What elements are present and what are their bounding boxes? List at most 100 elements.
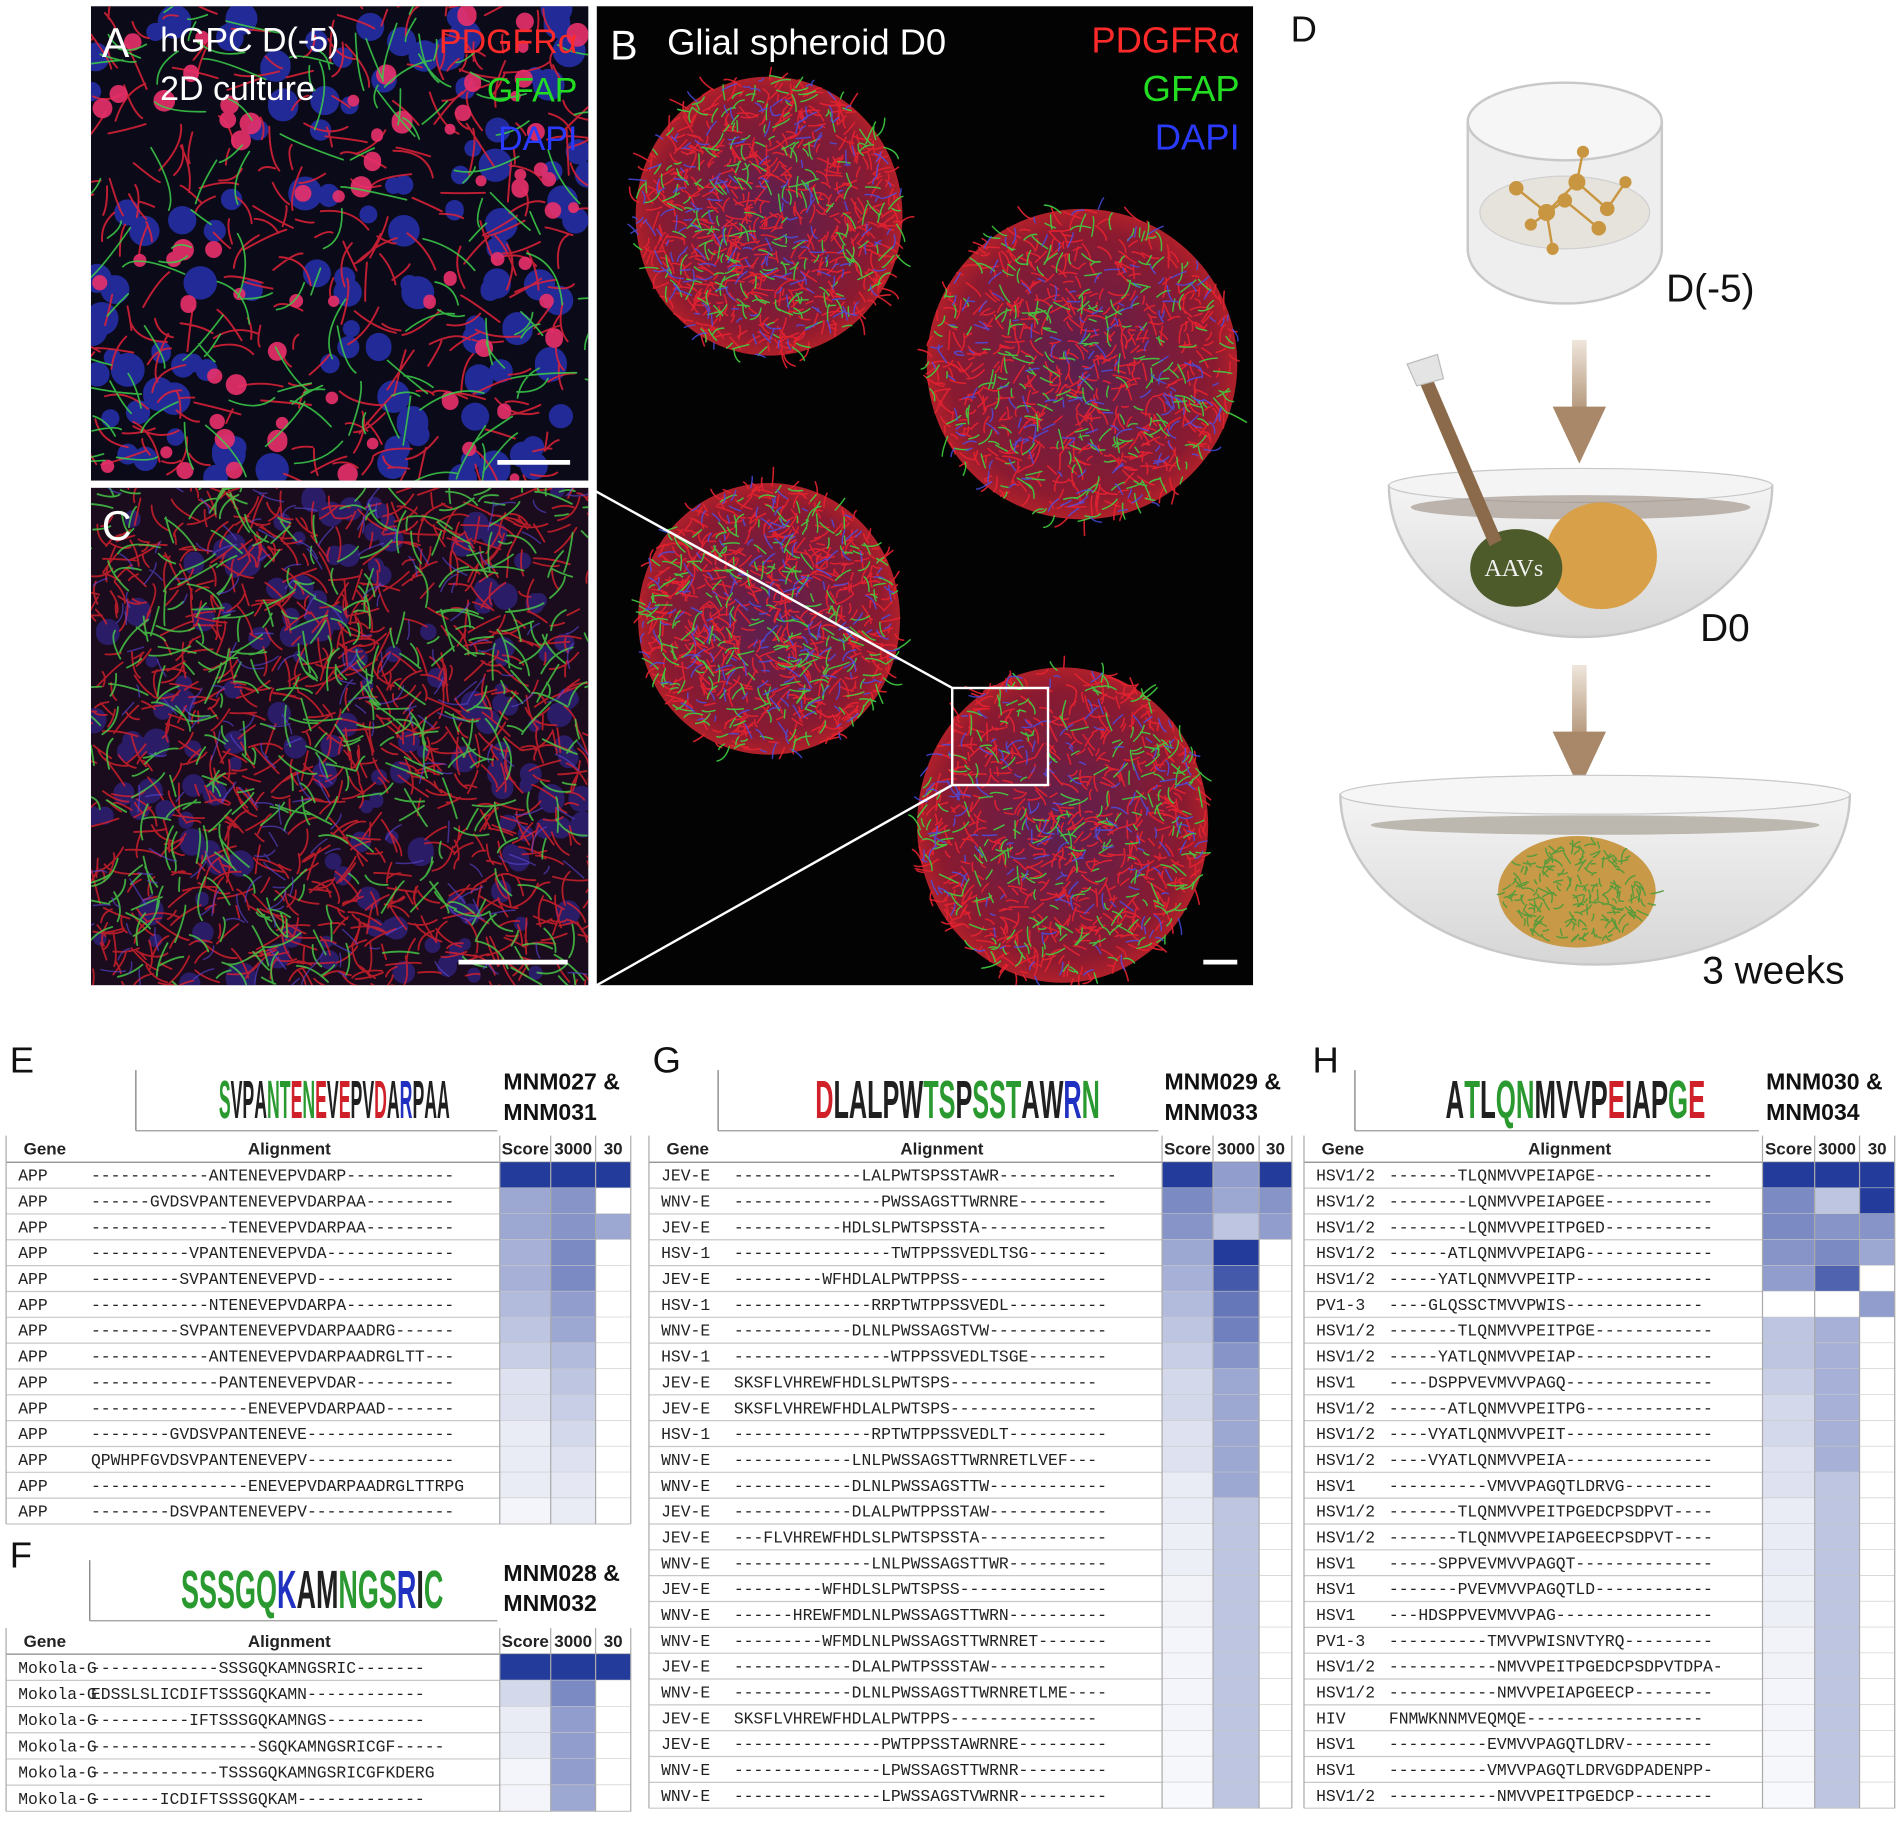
score-cell <box>550 1394 596 1421</box>
gene-name: HSV1/2 <box>1316 1270 1375 1289</box>
score-cell <box>1162 1188 1214 1214</box>
gene-name: JEV-E <box>661 1503 710 1522</box>
panel-title: Glial spheroid D0 <box>667 22 946 63</box>
score-cell <box>1859 1343 1895 1369</box>
score-cell <box>499 1420 551 1447</box>
column-header: Alignment <box>248 1632 331 1651</box>
score-cell <box>550 1706 596 1733</box>
gene-name: JEV-E <box>661 1399 710 1418</box>
alignment-sequence: ------------ANTENEVEPVDARP----------- <box>91 1167 454 1186</box>
score-cell <box>1762 1756 1815 1783</box>
gene-name: HIV <box>1316 1709 1346 1728</box>
column-header: 3000 <box>554 1632 592 1651</box>
column-header: Gene <box>24 1140 66 1159</box>
score-cell <box>1259 1523 1292 1550</box>
pipette-top <box>1406 353 1445 387</box>
alignment-sequence: ------HREWFMDLNLPWSSAGSTTWRN---------- <box>734 1606 1107 1625</box>
score-cell <box>1213 1265 1260 1292</box>
score-cell <box>1762 1317 1815 1344</box>
score-cell <box>1213 1523 1260 1550</box>
score-cell <box>1213 1782 1260 1809</box>
score-cell <box>1814 1549 1860 1576</box>
alignment-sequence: ----------------ENEVEPVDARPAADRGLTTRPG <box>91 1477 464 1496</box>
alignment-sequence: ----------TMVVPWISNVTYRQ--------- <box>1389 1632 1713 1651</box>
table-title: MNM033 <box>1164 1099 1257 1125</box>
score-cell <box>1814 1291 1860 1318</box>
fiber <box>90 487 589 986</box>
score-cell <box>1162 1420 1214 1447</box>
gene-name: JEV-E <box>661 1218 710 1237</box>
score-cell <box>1162 1394 1214 1421</box>
score-cell <box>1162 1368 1214 1395</box>
alignment-sequence: ---------WFMDLNLPWSSAGSTTWRNRET------- <box>734 1632 1107 1651</box>
score-cell <box>1213 1498 1260 1524</box>
panel-label: E <box>10 1039 34 1080</box>
score-cell <box>550 1188 596 1214</box>
gene-name: HSV1/2 <box>1316 1167 1375 1186</box>
alignment-sequence: ---FLVHREWFHDLSLPWTSPSSTA------------- <box>734 1528 1107 1547</box>
stain-label: PDGFRα <box>1091 19 1239 60</box>
score-cell <box>550 1162 596 1189</box>
gene-name: HSV1 <box>1316 1580 1355 1599</box>
gene-name: WNV-E <box>661 1683 710 1702</box>
gene-name: HSV1/2 <box>1316 1244 1375 1263</box>
alignment-sequence: ------ATLQNMVVPEITPG------------- <box>1389 1399 1713 1418</box>
alignment-sequence: ---HDSPPVEVMVVPAG---------------- <box>1389 1606 1713 1625</box>
alignment-sequence: --------------RPTWTPPSSVEDLT---------- <box>734 1425 1107 1444</box>
score-cell <box>595 1446 631 1473</box>
column-header: Alignment <box>248 1140 331 1159</box>
stain-label: GFAP <box>1143 68 1240 109</box>
bowl-rim <box>1339 774 1851 815</box>
alignment-sequence: ---------------LPWSSAGSTVWRNR--------- <box>734 1787 1107 1806</box>
gene-name: JEV-E <box>661 1373 710 1392</box>
gene-name: HSV1/2 <box>1316 1218 1375 1237</box>
score-cell <box>1213 1653 1260 1680</box>
alignment-table: E SVPANTENEVEPVDARPAA MNM027 & MNM031 Gene Al… <box>5 1039 632 1525</box>
score-cell <box>595 1785 631 1812</box>
alignment-sequence: -----------HDLSLPWTSPSSTA------------- <box>734 1218 1107 1237</box>
score-cell <box>1814 1162 1860 1189</box>
alignment-table: H ATLQNMVVPEIAPGE MNM030 & MNM034 Gene Alignm… <box>1303 1039 1896 1809</box>
score-cell <box>1814 1317 1860 1344</box>
gene-name: HSV1/2 <box>1316 1322 1375 1341</box>
table-title: MNM030 & <box>1766 1069 1882 1095</box>
alignment-sequence: ---------SVPANTENEVEPVDARPAADRG------ <box>91 1322 454 1341</box>
score-cell <box>1762 1446 1815 1473</box>
gene-name: APP <box>18 1218 47 1237</box>
score-cell <box>1859 1420 1895 1447</box>
score-cell <box>1162 1446 1214 1473</box>
gene-name: HSV1/2 <box>1316 1451 1375 1470</box>
score-cell <box>1814 1782 1860 1809</box>
alignment-sequence: ------------DLNLPWSSAGSTTWRNRETLME---- <box>734 1683 1107 1702</box>
score-cell <box>1162 1782 1214 1809</box>
alignment-sequence: --------DSVPANTENEVEPV--------------- <box>91 1503 454 1522</box>
score-cell <box>1213 1679 1260 1705</box>
gene-name: Mokola-G <box>18 1659 97 1678</box>
fiber <box>917 205 1240 537</box>
score-cell <box>1859 1756 1895 1783</box>
gene-name: APP <box>18 1296 47 1315</box>
alignment-sequence: ---------WFHDLSLPWTSPSS--------------- <box>734 1580 1107 1599</box>
panel-label: G <box>653 1039 681 1080</box>
score-cell <box>1859 1601 1895 1628</box>
alignment-sequence: -------PVEVMVVPAGQTLD------------ <box>1389 1580 1713 1599</box>
score-cell <box>1859 1627 1895 1654</box>
score-cell <box>1162 1239 1214 1266</box>
fiber <box>90 487 589 986</box>
alignment-sequence: ------------DLALPWTPSSSTAW------------ <box>734 1658 1107 1677</box>
alignment-sequence: SKSFLVHREWFHDLALPWTPPS--------------- <box>734 1709 1097 1728</box>
score-cell <box>499 1706 551 1733</box>
alignment-sequence: ----------VPANTENEVEPVDA------------- <box>91 1244 454 1263</box>
alignment-sequence: -------------TSSSGQKAMNGSRICGFKDERG <box>91 1764 435 1783</box>
score-cell <box>1259 1601 1292 1628</box>
score-cell <box>1859 1368 1895 1395</box>
score-cell <box>1162 1549 1214 1576</box>
alignment-sequence: -----------NMVVPEITPGEDCPSDPVTDPA- <box>1389 1658 1723 1677</box>
pipette <box>1416 370 1502 547</box>
score-cell <box>1213 1756 1260 1783</box>
gene-name: WNV-E <box>661 1606 710 1625</box>
alignment-sequence: QPWHPFGVDSVPANTENEVEPV--------------- <box>91 1451 454 1470</box>
gene-name: HSV1 <box>1316 1477 1355 1496</box>
score-cell <box>595 1680 631 1707</box>
panel-title: hGPC D(-5) <box>160 22 339 60</box>
